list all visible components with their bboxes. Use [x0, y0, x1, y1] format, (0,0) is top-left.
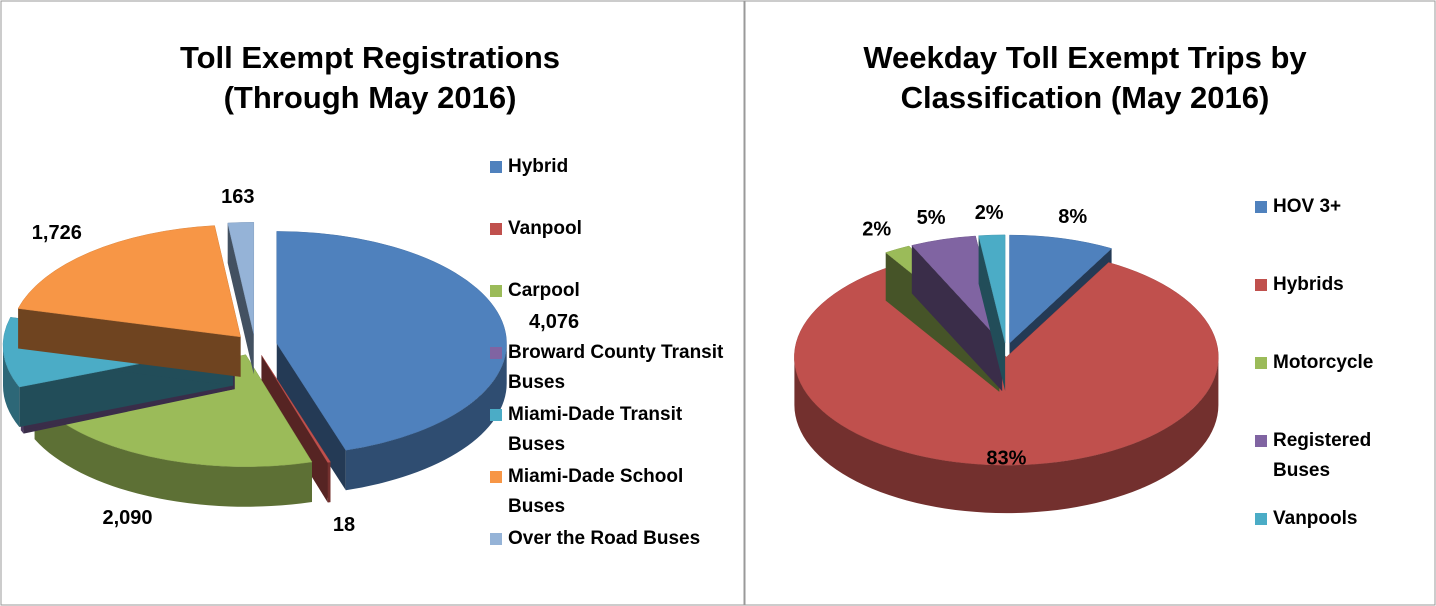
- legend: Hybrid Vanpool Carpool Broward County Trans…: [490, 152, 740, 586]
- legend-item: Over the Road Buses: [490, 524, 740, 586]
- panel-border: [0, 0, 745, 606]
- panel-border: [744, 0, 1436, 606]
- legend-swatch: [490, 161, 502, 173]
- slice-cut-face: [276, 343, 346, 491]
- legend-label: HOV 3+: [1273, 196, 1342, 217]
- legend-item: Hybrids: [1255, 270, 1430, 348]
- legend-swatch: [490, 285, 502, 297]
- legend-label: Registered Buses: [1273, 430, 1372, 481]
- legend-item: Miami-Dade Transit Buses: [490, 400, 740, 462]
- slice: [794, 262, 1219, 466]
- legend-label: Hybrid: [508, 156, 569, 177]
- legend-label: Miami-Dade Transit Buses: [508, 404, 683, 455]
- legend-item: Miami-Dade School Buses: [490, 462, 740, 524]
- legend-label: Vanpool: [508, 218, 582, 239]
- chart-title: Weekday Toll Exempt Trips by Classificat…: [863, 40, 1307, 115]
- legend-swatch: [1255, 201, 1267, 213]
- data-label: 1,726: [32, 222, 82, 244]
- legend-swatch: [490, 223, 502, 235]
- legend-swatch: [1255, 279, 1267, 291]
- slice-side: [794, 357, 1219, 514]
- legend-label: Miami-Dade School Buses: [508, 466, 684, 517]
- slice-side: [327, 462, 331, 503]
- legend-item: Hybrid: [490, 152, 740, 214]
- data-label: 2,090: [102, 507, 152, 529]
- legend-label: Over the Road Buses: [508, 528, 701, 549]
- slice: [17, 225, 241, 338]
- legend-item: Vanpool: [490, 214, 740, 276]
- legend-label: Motorcycle: [1273, 352, 1374, 373]
- slice-side: [345, 343, 507, 491]
- legend-item: HOV 3+: [1255, 192, 1430, 270]
- data-label: 163: [221, 186, 254, 208]
- slice: [978, 234, 1006, 343]
- slice: [227, 222, 255, 335]
- slice-side: [34, 399, 312, 507]
- legend-swatch: [490, 471, 502, 483]
- legend-item: Vanpools: [1255, 504, 1430, 582]
- legend: HOV 3+ Hybrids Motorcycle Registered Buses V…: [1255, 192, 1430, 582]
- slice: [1009, 234, 1113, 344]
- slice: [261, 355, 331, 463]
- legend-swatch: [490, 409, 502, 421]
- data-label: 2%: [862, 218, 891, 240]
- slice-side: [3, 345, 20, 427]
- legend-item: Registered Buses: [1255, 426, 1430, 504]
- legend-item: Broward County Transit Buses: [490, 338, 740, 400]
- slice-cut-face: [227, 223, 254, 375]
- data-label: 8%: [1058, 206, 1087, 228]
- slice-cut-face: [911, 245, 1003, 392]
- data-label: 83%: [986, 447, 1026, 469]
- legend-swatch: [490, 347, 502, 359]
- slice-cut-face: [978, 235, 1006, 391]
- legend-label: Carpool: [508, 280, 580, 301]
- legend-swatch: [1255, 513, 1267, 525]
- slice-cut-face: [18, 308, 241, 377]
- legend-item: Carpool: [490, 276, 740, 338]
- legend-swatch: [1255, 435, 1267, 447]
- data-label: 4,076: [529, 311, 579, 333]
- data-label: 2%: [975, 202, 1004, 224]
- legend-label: Hybrids: [1273, 274, 1344, 295]
- legend-label: Vanpools: [1273, 508, 1358, 529]
- legend-label: Broward County Transit Buses: [508, 342, 724, 393]
- slice: [276, 231, 507, 451]
- chart-title: Toll Exempt Registrations (Through May 2…: [179, 40, 561, 115]
- legend-swatch: [490, 533, 502, 545]
- data-label: 18: [333, 514, 355, 536]
- legend-item: Motorcycle: [1255, 348, 1430, 426]
- legend-swatch: [1255, 357, 1267, 369]
- data-label: 5%: [917, 207, 946, 229]
